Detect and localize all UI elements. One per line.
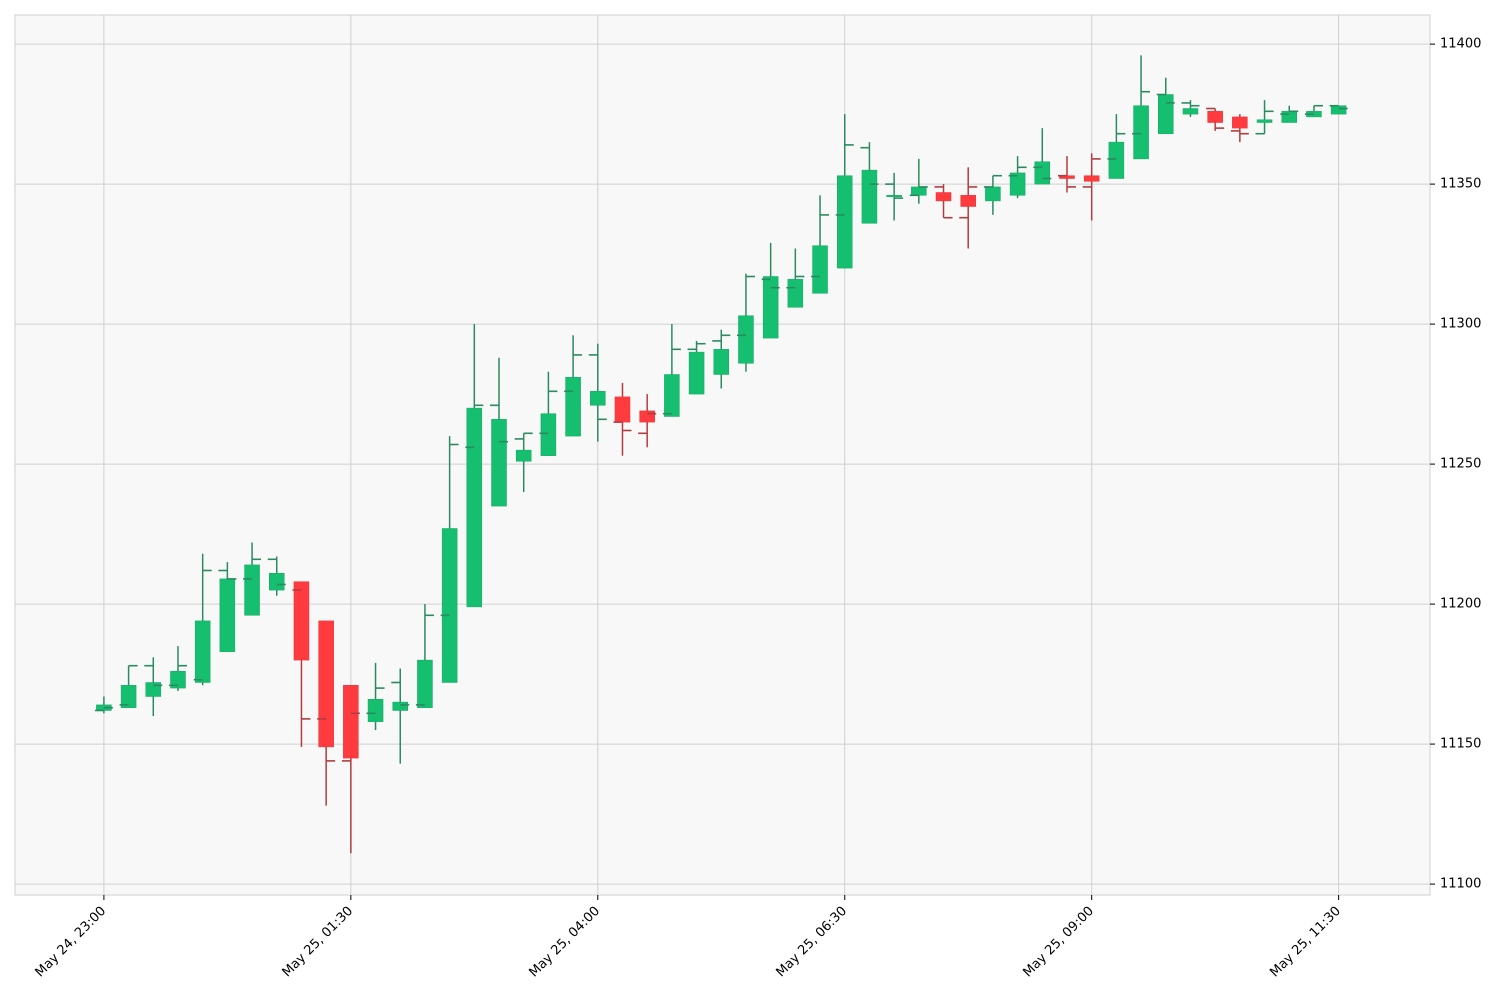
- candle-body: [392, 701, 408, 711]
- candle-body: [836, 175, 853, 269]
- candle-body: [120, 685, 137, 708]
- y-tick-label: 11300: [1440, 317, 1481, 332]
- candle-body: [886, 195, 902, 198]
- candle-body: [1330, 105, 1347, 115]
- candle-body: [1281, 111, 1297, 123]
- candle-body: [466, 407, 483, 608]
- x-tick-label: May 25, 09:00: [1020, 904, 1097, 981]
- candle-body: [367, 699, 384, 722]
- candle-body: [293, 581, 310, 661]
- candle-body: [1256, 119, 1273, 123]
- candle-body: [540, 413, 557, 456]
- candle-body: [664, 374, 680, 417]
- candle-body: [170, 671, 186, 689]
- y-tick-label: 11250: [1440, 457, 1481, 472]
- candle-body: [269, 573, 285, 591]
- candle-body: [1083, 175, 1100, 182]
- candle-body: [219, 578, 236, 652]
- x-tick-label: May 25, 06:30: [773, 904, 850, 981]
- candle-body: [935, 192, 952, 202]
- candle-body: [590, 391, 606, 406]
- candle-body: [1009, 172, 1026, 196]
- candle-body: [1182, 108, 1199, 115]
- candle-body: [194, 620, 211, 683]
- candle-body: [762, 276, 779, 339]
- y-tick-label: 11100: [1440, 877, 1481, 892]
- candle-body: [911, 186, 927, 196]
- candle-body: [614, 396, 631, 423]
- candle-body: [1158, 94, 1174, 134]
- candle-body: [318, 620, 334, 748]
- candle-body: [417, 659, 433, 708]
- candle-body: [491, 419, 507, 507]
- candle-body: [1108, 141, 1125, 179]
- candle-body: [787, 279, 804, 308]
- x-tick-label: May 24, 23:00: [33, 904, 110, 981]
- candle-body: [639, 410, 655, 423]
- candle-body: [1034, 161, 1051, 185]
- y-tick-label: 11400: [1440, 37, 1481, 52]
- candle-body: [343, 685, 359, 759]
- x-tick-label: May 25, 04:00: [527, 904, 604, 981]
- y-tick-label: 11200: [1440, 597, 1481, 612]
- plot-area: [14, 14, 1431, 896]
- candle-body: [713, 349, 730, 375]
- y-tick-label: 11150: [1440, 737, 1481, 752]
- candle-body: [960, 195, 976, 207]
- x-tick-label: May 25, 01:30: [280, 904, 357, 981]
- y-tick-label: 11350: [1440, 177, 1481, 192]
- candle-body: [441, 528, 458, 683]
- candle-body: [565, 377, 581, 437]
- candle-body: [738, 315, 754, 364]
- candle-body: [861, 169, 878, 224]
- candle-body: [244, 564, 260, 616]
- candle-body: [1207, 111, 1223, 123]
- candle-body: [1232, 116, 1248, 129]
- candle-body: [985, 186, 1001, 202]
- x-tick-label: May 25, 11:30: [1267, 904, 1344, 981]
- candle-body: [812, 245, 828, 294]
- candle-body: [1133, 105, 1149, 160]
- candle-body: [515, 449, 532, 462]
- candle-body: [688, 351, 705, 395]
